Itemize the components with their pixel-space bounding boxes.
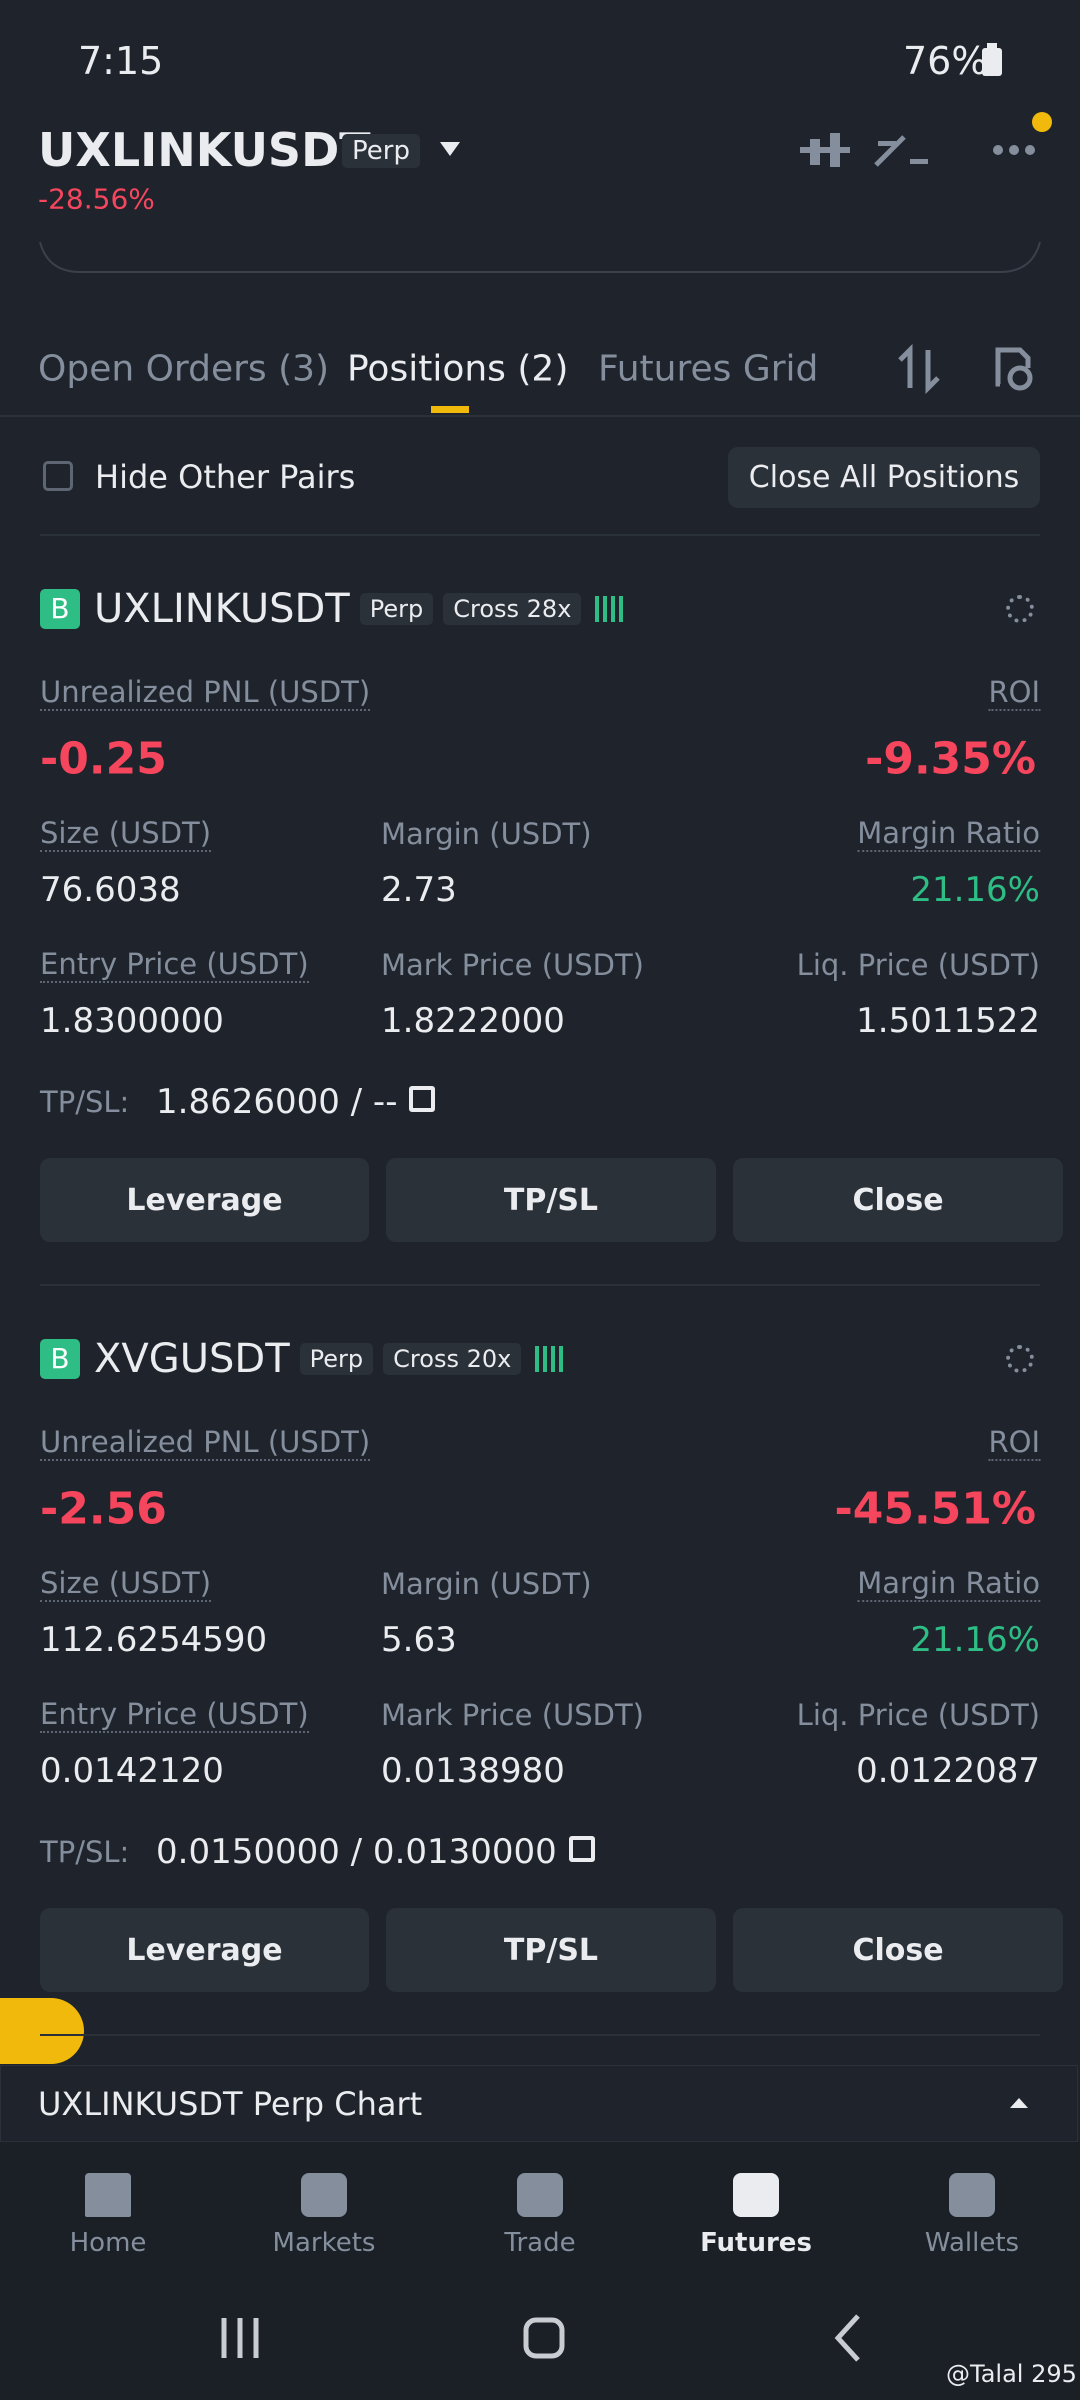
field-label: Margin Ratio <box>857 816 1040 852</box>
tab-active[interactable]: Positions (2) <box>347 348 569 390</box>
position-tag: Perp <box>359 593 434 625</box>
field-label: Liq. Price (USDT) <box>796 948 1040 982</box>
action-button[interactable]: TP/SL <box>386 1158 716 1242</box>
field-label: Unrealized PNL (USDT) <box>40 675 371 711</box>
field-label: Margin (USDT) <box>381 817 592 851</box>
action-button[interactable]: Close <box>733 1158 1063 1242</box>
nav-icon[interactable] <box>733 2173 779 2217</box>
field-value: 1.8300000 <box>40 1001 224 1041</box>
field-label: Margin Ratio <box>857 1566 1040 1602</box>
field-label: Entry Price (USDT) <box>40 1697 309 1733</box>
watermark: @Talal 295 <box>946 2360 1077 2388</box>
nav-icon[interactable] <box>949 2173 995 2217</box>
pnl-value: -0.25 <box>40 733 167 785</box>
clock: 7:15 <box>78 39 164 83</box>
field-value: 0.0122087 <box>856 1751 1040 1791</box>
field-value: 1.8222000 <box>381 1001 565 1041</box>
chart-bar[interactable] <box>0 2065 1078 2142</box>
action-button[interactable]: TP/SL <box>386 1908 716 1992</box>
divider <box>40 534 1040 536</box>
divider <box>0 415 1080 417</box>
field-label: Mark Price (USDT) <box>381 1698 644 1732</box>
expand-arrow[interactable] <box>1010 2096 1030 2110</box>
battery-level: 76% <box>903 39 988 83</box>
checkbox-label[interactable]: Hide Other Pairs <box>95 458 356 496</box>
field-value: 76.6038 <box>40 870 181 910</box>
roi-value: -45.51% <box>834 1483 1036 1535</box>
field-value: 112.6254590 <box>40 1620 268 1660</box>
position-symbol[interactable]: XVGUSDT <box>94 1336 290 1382</box>
pnl-value: -2.56 <box>40 1483 167 1535</box>
field-value: 0.0138980 <box>381 1751 565 1791</box>
field-value: 2.73 <box>381 870 457 910</box>
field-label: Liq. Price (USDT) <box>796 1698 1040 1732</box>
price-change: -28.56% <box>38 182 155 216</box>
field-label: Unrealized PNL (USDT) <box>40 1425 371 1461</box>
field-label: ROI <box>988 675 1040 711</box>
nav-icon[interactable] <box>301 2173 347 2217</box>
collapsed-panel-edge <box>39 241 1041 273</box>
field-label: Entry Price (USDT) <box>40 947 309 983</box>
battery-icon <box>982 43 1002 76</box>
tpsl-label: TP/SL: <box>40 1085 130 1119</box>
field-label: Mark Price (USDT) <box>381 948 644 982</box>
field-value: 21.16% <box>910 870 1040 910</box>
margin-mode: Cross 20x <box>383 1343 522 1375</box>
nav-label[interactable]: Futures <box>700 2228 812 2258</box>
tab-indicator <box>431 406 469 413</box>
field-label: Margin (USDT) <box>381 1567 592 1601</box>
side-badge: B <box>40 589 80 629</box>
nav-label[interactable]: Home <box>69 2228 147 2258</box>
tpsl-value: 1.8626000 / -- <box>156 1082 398 1122</box>
action-button[interactable]: Close <box>733 1908 1063 1992</box>
field-value: 21.16% <box>910 1620 1040 1660</box>
action-button[interactable]: Leverage <box>40 1158 369 1242</box>
tab-tools[interactable] <box>898 344 1038 394</box>
field-label: ROI <box>988 1425 1040 1461</box>
edit-icon[interactable] <box>568 1836 595 1862</box>
system-nav[interactable] <box>200 2310 900 2366</box>
tpsl-label: TP/SL: <box>40 1835 130 1869</box>
notification-dot <box>1032 112 1052 132</box>
field-value: 1.5011522 <box>856 1001 1040 1041</box>
nav-label[interactable]: Trade <box>504 2228 576 2258</box>
dropdown-arrow[interactable] <box>438 140 462 158</box>
position-symbol[interactable]: UXLINKUSDT <box>94 586 350 632</box>
margin-mode: Cross 28x <box>443 593 582 625</box>
field-value: 5.63 <box>381 1620 457 1660</box>
field-value: 0.0142120 <box>40 1751 224 1791</box>
action-button[interactable]: Leverage <box>40 1908 369 1992</box>
signal-bars <box>535 1346 566 1372</box>
nav-icon[interactable] <box>517 2173 563 2217</box>
side-badge: B <box>40 1339 80 1379</box>
nav-label[interactable]: Markets <box>272 2228 376 2258</box>
pair-tag: Perp <box>342 134 420 168</box>
gift-button[interactable] <box>0 1998 84 2064</box>
field-label: Size (USDT) <box>40 1566 212 1602</box>
header-icons[interactable] <box>800 125 1060 175</box>
nav-label[interactable]: Wallets <box>924 2228 1020 2258</box>
field-label: Size (USDT) <box>40 816 212 852</box>
roi-value: -9.35% <box>865 733 1036 785</box>
chart-bar-title[interactable]: UXLINKUSDT Perp Chart <box>38 2085 423 2123</box>
tpsl-value: 0.0150000 / 0.0130000 <box>156 1832 557 1872</box>
position-tag: Perp <box>299 1343 374 1375</box>
checkbox[interactable] <box>43 461 73 491</box>
share-icon[interactable] <box>1006 1345 1034 1373</box>
tab[interactable]: Open Orders (3) <box>38 348 330 390</box>
nav-icon[interactable] <box>85 2173 131 2217</box>
signal-bars <box>595 596 626 622</box>
tab[interactable]: Futures Grid <box>598 348 819 390</box>
divider <box>40 1284 1040 1286</box>
close-all-button[interactable]: Close All Positions <box>728 447 1040 508</box>
divider <box>40 2034 1040 2036</box>
share-icon[interactable] <box>1006 595 1034 623</box>
edit-icon[interactable] <box>409 1086 436 1112</box>
pair-symbol[interactable]: UXLINKUSDT <box>38 123 371 177</box>
